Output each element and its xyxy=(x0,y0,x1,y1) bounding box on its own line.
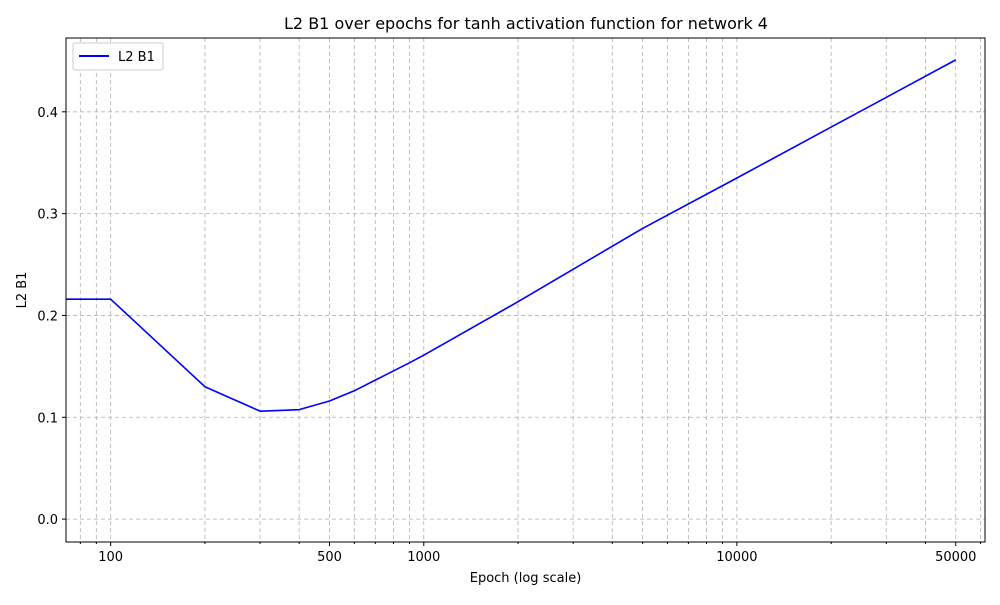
tick-layer: 100 500 1000 10000 50000 0.0 0.1 0.2 0.3 0.4 xyxy=(37,106,982,565)
y-tick-label: 0.1 xyxy=(37,411,58,426)
y-tick-label: 0.4 xyxy=(37,106,58,121)
legend-label: L2 B1 xyxy=(118,50,155,65)
x-tick-label: 500 xyxy=(317,550,342,565)
x-axis-label: Epoch (log scale) xyxy=(470,571,582,586)
x-tick-label: 100 xyxy=(98,550,123,565)
series-line xyxy=(66,59,957,412)
x-tick-label: 10000 xyxy=(716,550,757,565)
y-tick-label: 0.2 xyxy=(37,309,58,324)
plot-area-frame xyxy=(65,37,986,543)
y-tick-label: 0.3 xyxy=(37,208,58,223)
y-tick-label: 0.0 xyxy=(37,513,58,528)
line-layer xyxy=(66,59,957,412)
x-tick-label: 1000 xyxy=(407,550,440,565)
y-axis-label: L2 B1 xyxy=(15,272,30,309)
chart-title: L2 B1 over epochs for tanh activation fu… xyxy=(284,14,768,33)
grid-layer xyxy=(66,38,985,542)
legend: L2 B1 xyxy=(72,42,164,71)
x-tick-label: 50000 xyxy=(935,550,976,565)
legend-frame xyxy=(72,42,164,71)
